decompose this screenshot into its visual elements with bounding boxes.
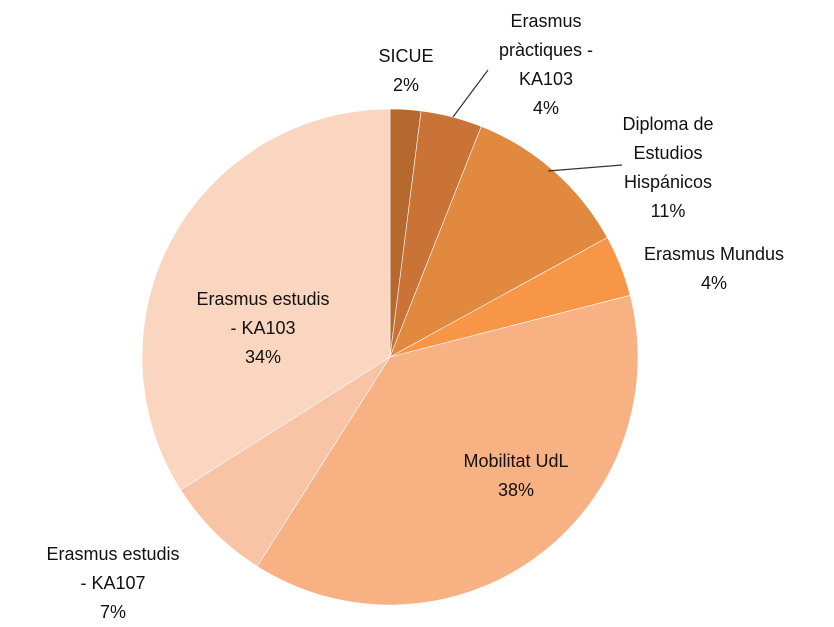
percent-label: 38% xyxy=(497,480,535,500)
slice-label: Erasmus estudis - KA103 34% xyxy=(196,285,329,372)
percent-label: 4% xyxy=(700,273,727,293)
slice-label: Erasmus Mundus 4% xyxy=(644,240,784,298)
percent-label: 11% xyxy=(650,201,686,221)
slice-label: Erasmus pràctiques - KA103 4% xyxy=(499,7,593,123)
slice-label: Mobilitat UdL 38% xyxy=(463,447,568,505)
leader-line xyxy=(547,164,623,172)
leader-line xyxy=(452,69,489,118)
percent-label: 4% xyxy=(532,98,560,118)
category-name: Erasmus estudis - KA107 xyxy=(46,544,180,593)
percent-label: 7% xyxy=(99,602,126,622)
percent-label: 34% xyxy=(244,347,282,367)
category-name: SICUE xyxy=(378,46,434,66)
category-name: Diploma de Estudios Hispánicos xyxy=(622,114,714,192)
pie-slice xyxy=(180,356,391,567)
slice-label: SICUE 2% xyxy=(378,42,433,100)
slice-label: Erasmus estudis - KA107 7% xyxy=(46,540,179,627)
slice-label: Diploma de Estudios Hispánicos 11% xyxy=(622,110,713,226)
pie-slice xyxy=(141,108,391,491)
category-name: Mobilitat UdL xyxy=(463,451,569,471)
category-name: Erasmus Mundus xyxy=(643,244,785,264)
category-name: Erasmus pràctiques - KA103 xyxy=(498,11,594,89)
percent-label: 2% xyxy=(392,75,420,95)
category-name: Erasmus estudis - KA103 xyxy=(196,289,330,338)
pie-slice xyxy=(256,294,639,606)
